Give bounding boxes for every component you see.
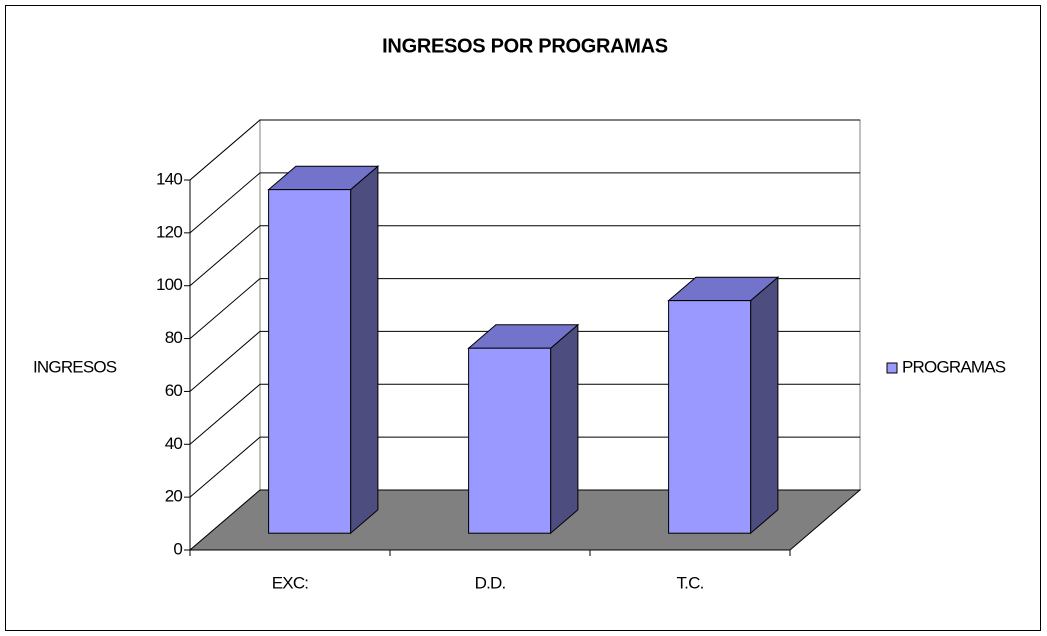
y-tick-label: 40 xyxy=(165,434,183,453)
y-tick-label: 0 xyxy=(173,539,182,558)
bar xyxy=(667,276,780,535)
y-axis-label: INGRESOS xyxy=(33,357,117,376)
bar xyxy=(267,165,380,535)
grid-line xyxy=(189,278,860,339)
x-tick-label: D.D. xyxy=(475,573,506,592)
legend-label: PROGRAMAS xyxy=(902,357,1006,376)
x-tick-label: T.C. xyxy=(676,573,703,592)
grid-line xyxy=(189,330,860,392)
grid-line xyxy=(189,119,860,181)
bar xyxy=(467,323,580,535)
grid-line xyxy=(189,383,860,445)
legend-swatch xyxy=(886,362,898,374)
bar-front xyxy=(468,347,552,534)
chart-title: INGRESOS POR PROGRAMAS xyxy=(382,35,668,57)
bar-side xyxy=(350,165,379,535)
x-tick-label: EXC: xyxy=(272,573,309,592)
y-tick-label: 80 xyxy=(165,328,183,347)
y-tick-label: 100 xyxy=(156,275,182,294)
bar-front xyxy=(668,300,752,534)
y-tick-label: 20 xyxy=(165,487,183,506)
y-tick-label: 60 xyxy=(165,381,183,400)
bar-side xyxy=(750,276,779,535)
grid-line xyxy=(189,225,860,287)
grid-line xyxy=(189,172,860,234)
y-tick-label: 120 xyxy=(156,222,182,241)
grid-line xyxy=(189,436,860,498)
y-tick-label: 140 xyxy=(156,169,182,188)
bar-side xyxy=(550,323,579,535)
bar-front xyxy=(268,189,352,534)
side-wall xyxy=(189,118,261,552)
